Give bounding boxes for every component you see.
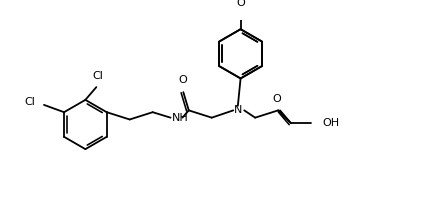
Text: NH: NH (172, 113, 188, 123)
Text: O: O (236, 0, 245, 8)
Text: Cl: Cl (93, 71, 103, 81)
Text: OH: OH (322, 118, 339, 128)
Text: O: O (178, 75, 187, 85)
Text: O: O (272, 94, 281, 104)
Text: N: N (234, 105, 242, 115)
Text: Cl: Cl (24, 97, 35, 107)
